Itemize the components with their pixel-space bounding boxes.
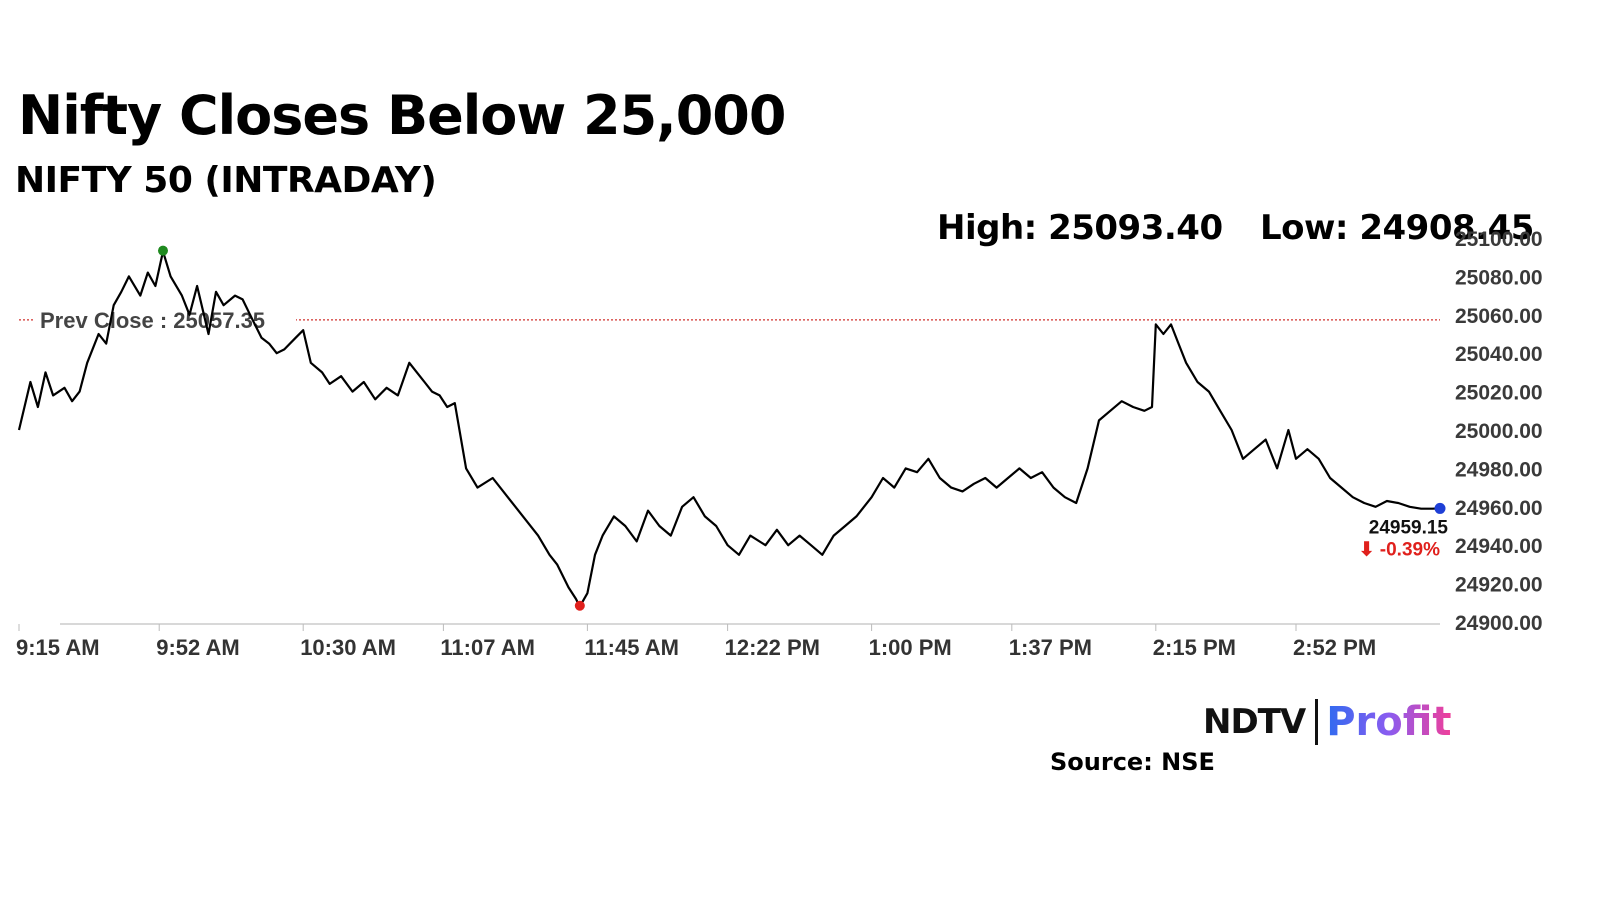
prev-close-label: Prev Close : 25057.35: [40, 308, 265, 333]
x-axis: 9:15 AM 9:52 AM 10:30 AM 11:07 AM 11:45 AM 12…: [16, 624, 1376, 660]
last-price-label: 24959.15: [1369, 517, 1449, 538]
last-marker: [1434, 502, 1446, 514]
y-tick-label: 24960.00: [1455, 497, 1543, 520]
x-tick-label: 11:07 AM: [440, 635, 535, 660]
x-tick-label: 1:37 PM: [1009, 635, 1092, 660]
y-tick-label: 25040.00: [1455, 343, 1543, 366]
x-tick-label: 2:15 PM: [1153, 635, 1236, 660]
y-tick-label: 24920.00: [1455, 574, 1543, 597]
x-tick-label: 9:15 AM: [16, 635, 100, 660]
y-tick-label: 24900.00: [1455, 612, 1543, 635]
x-tick-label: 10:30 AM: [300, 635, 396, 660]
high-value: High: 25093.40: [937, 208, 1223, 248]
y-tick-label: 25000.00: [1455, 420, 1543, 443]
x-tick-label: 11:45 AM: [584, 635, 679, 660]
profit-wordmark: Profit: [1326, 699, 1452, 745]
x-tick-label: 1:00 PM: [869, 635, 952, 660]
y-tick-label: 24980.00: [1455, 458, 1543, 481]
low-marker: [574, 600, 585, 611]
chart-title: Nifty Closes Below 25,000: [18, 84, 786, 147]
price-line: [17, 250, 1441, 608]
x-tick-label: 12:22 PM: [725, 635, 820, 660]
y-tick-label: 25100.00: [1455, 228, 1543, 251]
y-tick-label: 25060.00: [1455, 305, 1543, 328]
y-tick-label: 25020.00: [1455, 382, 1543, 405]
chart-subtitle: NIFTY 50 (INTRADAY): [15, 160, 437, 201]
logo-divider: [1315, 699, 1319, 745]
ndtv-profit-logo: NDTV Profit: [1203, 694, 1451, 750]
ndtv-wordmark: NDTV: [1203, 702, 1306, 742]
high-marker: [157, 245, 168, 256]
y-tick-label: 25080.00: [1455, 266, 1543, 289]
source-note: Source: NSE: [1050, 748, 1215, 776]
x-tick-label: 9:52 AM: [156, 635, 240, 660]
x-tick-label: 2:52 PM: [1293, 635, 1376, 660]
y-tick-label: 24940.00: [1455, 535, 1543, 558]
y-axis: 25100.00 25080.00 25060.00 25040.00 25020.00…: [1455, 228, 1543, 635]
change-percent-label: ⬇ -0.39%: [1359, 539, 1441, 560]
low-value: Low: 24908.45: [1260, 208, 1534, 248]
